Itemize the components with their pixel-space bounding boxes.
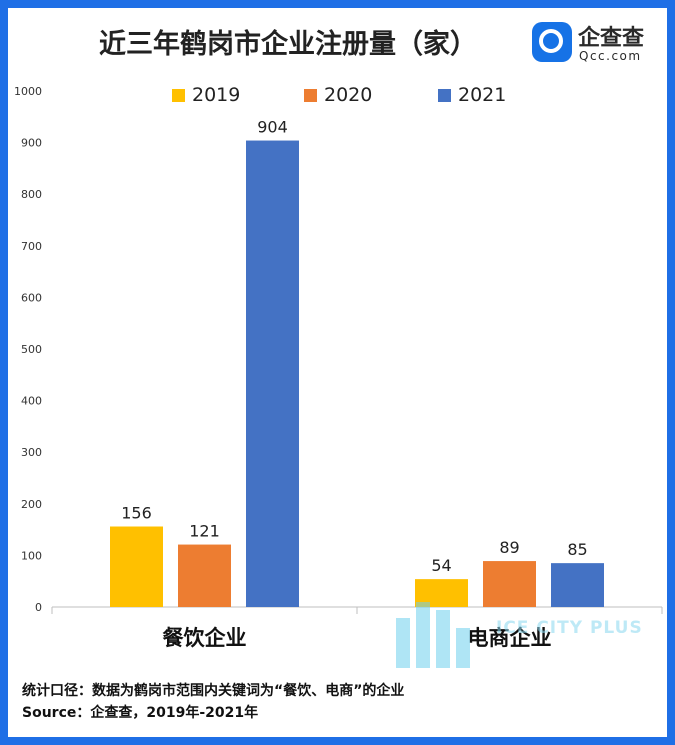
x-category-label: 电商企业 bbox=[468, 626, 552, 650]
y-tick-label: 400 bbox=[21, 395, 42, 408]
qcc-logo-icon bbox=[532, 22, 572, 62]
y-tick-label: 700 bbox=[21, 240, 42, 253]
y-tick-label: 300 bbox=[21, 446, 42, 459]
y-tick-label: 600 bbox=[21, 291, 42, 304]
watermark-text: ICE CITY PLUS bbox=[496, 618, 643, 638]
data-label: 89 bbox=[499, 538, 519, 557]
chart-title: 近三年鹤岗市企业注册量（家） bbox=[99, 29, 477, 60]
bar bbox=[246, 140, 299, 607]
logo-url: Qcc.com bbox=[579, 49, 642, 63]
legend-swatch-2020 bbox=[304, 89, 317, 102]
x-category-label: 餐饮企业 bbox=[163, 626, 247, 650]
data-label: 85 bbox=[567, 540, 587, 559]
bar bbox=[483, 561, 536, 607]
data-label: 904 bbox=[257, 118, 288, 137]
ice-city-logo-icon: ICE CITY PLUS bbox=[396, 592, 642, 672]
y-tick-label: 200 bbox=[21, 498, 42, 511]
bar bbox=[551, 563, 604, 607]
bar bbox=[110, 526, 163, 607]
qcc-logo: 企查查 Qcc.com bbox=[532, 20, 662, 68]
footnote-source: Source：企查查，2019年-2021年 bbox=[22, 705, 259, 721]
bar bbox=[178, 544, 231, 607]
legend-label-2020: 2020 bbox=[324, 84, 373, 106]
bar-chart: 0 100 200 300 400 500 600 700 800 900 1000 156 121 90… bbox=[14, 85, 663, 650]
chart-frame: 近三年鹤岗市企业注册量（家） 企查查 Qcc.com 2019 2020 202… bbox=[8, 8, 667, 737]
y-tick-label: 100 bbox=[21, 549, 42, 562]
legend-label-2021: 2021 bbox=[458, 84, 507, 106]
y-tick-label: 500 bbox=[21, 343, 42, 356]
y-tick-label: 1000 bbox=[14, 85, 42, 98]
legend-swatch-2021 bbox=[438, 89, 451, 102]
y-tick-label: 900 bbox=[21, 137, 42, 150]
data-label: 121 bbox=[189, 522, 220, 541]
data-label: 54 bbox=[431, 556, 451, 575]
footnote-scope: 统计口径：数据为鹤岗市范围内关键词为“餐饮、电商”的企业 bbox=[22, 683, 405, 699]
y-tick-label: 800 bbox=[21, 188, 42, 201]
legend-label-2019: 2019 bbox=[192, 84, 241, 106]
legend: 2019 2020 2021 bbox=[8, 84, 667, 108]
y-tick-label: 0 bbox=[35, 601, 42, 614]
logo-name: 企查查 bbox=[578, 26, 645, 51]
data-label: 156 bbox=[121, 504, 152, 523]
legend-swatch-2019 bbox=[172, 89, 185, 102]
